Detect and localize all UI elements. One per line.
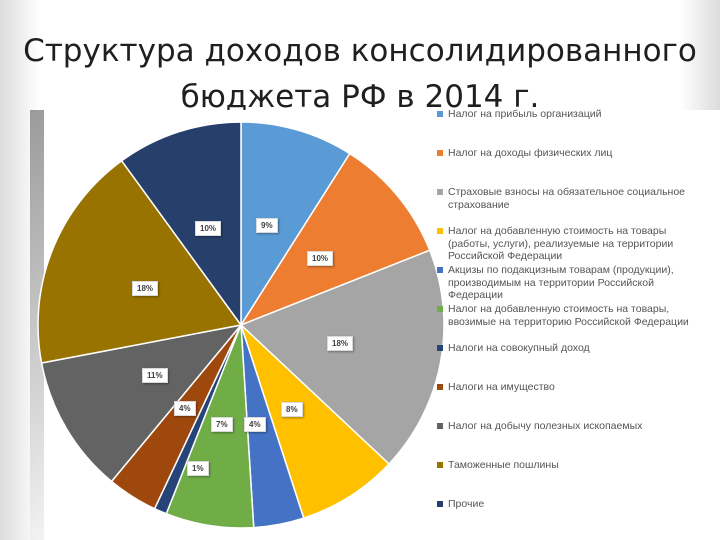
data-label: 18%: [327, 336, 354, 351]
legend-swatch: [437, 345, 443, 351]
pie-slice: [240, 121, 351, 328]
data-label: 11%: [142, 368, 168, 383]
data-label: 9%: [256, 218, 278, 233]
data-label: 10%: [307, 251, 334, 266]
legend-item: Прочие: [437, 498, 706, 511]
legend-label: Страховые взносы на обязательное социаль…: [448, 186, 686, 211]
legend-item: Страховые взносы на обязательное социаль…: [437, 186, 706, 211]
pie-slice: [40, 323, 243, 483]
legend-item: Таможенные пошлины: [437, 459, 706, 472]
legend-label: Налог на добавленную стоимость на товары…: [448, 225, 674, 262]
data-label: 4%: [244, 417, 266, 432]
legend-item: Налог на добавленную стоимость на товары…: [437, 303, 706, 328]
legend-swatch: [437, 306, 443, 312]
title-line-2: бюджета РФ в 2014 г.: [180, 79, 540, 115]
legend-swatch: [437, 228, 443, 234]
legend-label: Налог на добавленную стоимость на товары…: [448, 303, 689, 328]
pie-slice: [240, 324, 391, 520]
pie-slice: [239, 249, 445, 466]
chart-title: Структура доходов консолидированного бюд…: [0, 28, 720, 120]
legend-label: Прочие: [448, 498, 485, 510]
legend-item: Акцизы по подакцизным товарам (продукции…: [437, 264, 706, 302]
legend-label: Таможенные пошлины: [448, 459, 559, 471]
legend-swatch: [437, 189, 443, 195]
legend-label: Налог на доходы физических лиц: [448, 147, 613, 159]
legend-label: Акцизы по подакцизным товарам (продукции…: [448, 264, 674, 301]
legend-swatch: [437, 501, 443, 507]
legend-label: Налоги на имущество: [448, 381, 555, 393]
data-label: 4%: [174, 401, 196, 416]
pie-slice: [120, 121, 242, 328]
data-label: 1%: [187, 461, 209, 476]
legend-item: Налоги на совокупный доход: [437, 342, 706, 355]
legend-item: Налоги на имущество: [437, 381, 706, 394]
pie-slice: [239, 152, 431, 327]
pie-slice: [37, 159, 243, 364]
legend-swatch: [437, 267, 443, 273]
data-label: 7%: [211, 417, 233, 432]
title-line-1: Структура доходов консолидированного: [23, 33, 697, 69]
legend-swatch: [437, 462, 443, 468]
data-label: 8%: [281, 402, 303, 417]
legend-label: Налог на добычу полезных ископаемых: [448, 420, 643, 432]
legend-swatch: [437, 111, 443, 117]
legend-label: Налоги на совокупный доход: [448, 342, 590, 354]
legend-item: Налог на добычу полезных ископаемых: [437, 420, 706, 433]
legend-item: Налог на прибыль организаций: [437, 108, 706, 121]
data-label: 18%: [132, 281, 159, 296]
legend-label: Налог на прибыль организаций: [448, 108, 602, 120]
legend-swatch: [437, 150, 443, 156]
legend-item: Налог на добавленную стоимость на товары…: [437, 225, 706, 263]
legend-swatch: [437, 384, 443, 390]
legend-item: Налог на доходы физических лиц: [437, 147, 706, 160]
data-label: 10%: [195, 221, 222, 236]
legend-swatch: [437, 423, 443, 429]
